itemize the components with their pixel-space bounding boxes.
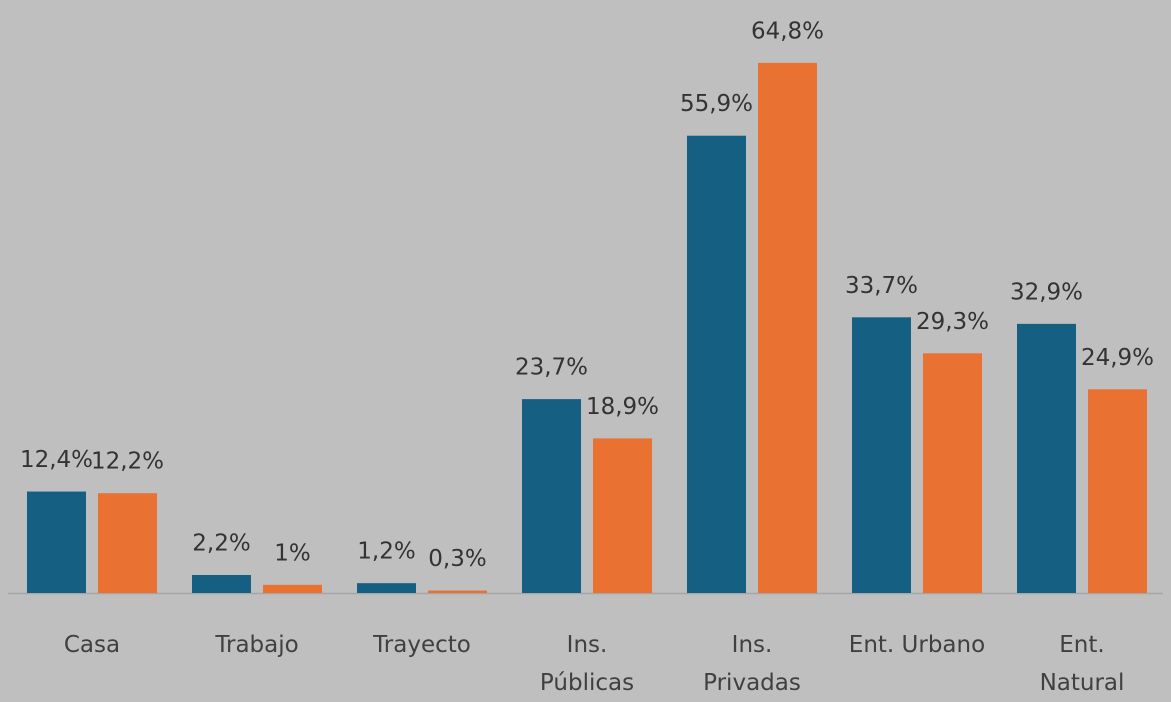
x-tick-label: Ins. Privadas — [703, 632, 801, 696]
data-label: 0,3% — [428, 546, 486, 572]
data-label: 55,9% — [680, 91, 753, 117]
bar — [428, 590, 487, 593]
bar — [27, 491, 86, 593]
bar — [192, 575, 251, 593]
bar — [357, 583, 416, 593]
bar — [758, 62, 817, 593]
data-label: 1,2% — [357, 539, 415, 565]
bar — [98, 493, 157, 593]
x-tick-label: Ins. Públicas — [539, 632, 635, 696]
x-tick-label: Casa — [63, 632, 121, 658]
data-label: 64,8% — [751, 18, 824, 44]
x-tick-label: Ent. Urbano — [848, 632, 986, 658]
data-label: 18,9% — [586, 394, 659, 420]
bar — [687, 135, 746, 593]
data-label: 12,4% — [20, 447, 93, 473]
bar — [1088, 389, 1147, 593]
data-label: 12,2% — [91, 449, 164, 475]
data-label: 24,9% — [1081, 345, 1154, 371]
data-label: 23,7% — [515, 355, 588, 381]
bar — [852, 317, 911, 593]
data-label: 33,7% — [845, 273, 918, 299]
data-label: 32,9% — [1010, 279, 1083, 305]
bar — [522, 399, 581, 593]
data-label: 29,3% — [916, 309, 989, 335]
data-label: 1% — [274, 540, 311, 566]
bar — [923, 353, 982, 593]
bar — [263, 584, 322, 593]
x-tick-label: Trabajo — [215, 632, 299, 658]
bar — [1017, 323, 1076, 593]
x-tick-label: Ent. Natural — [1039, 632, 1125, 696]
x-tick-label: Trayecto — [373, 632, 471, 658]
bar — [593, 438, 652, 593]
data-label: 2,2% — [192, 531, 250, 557]
